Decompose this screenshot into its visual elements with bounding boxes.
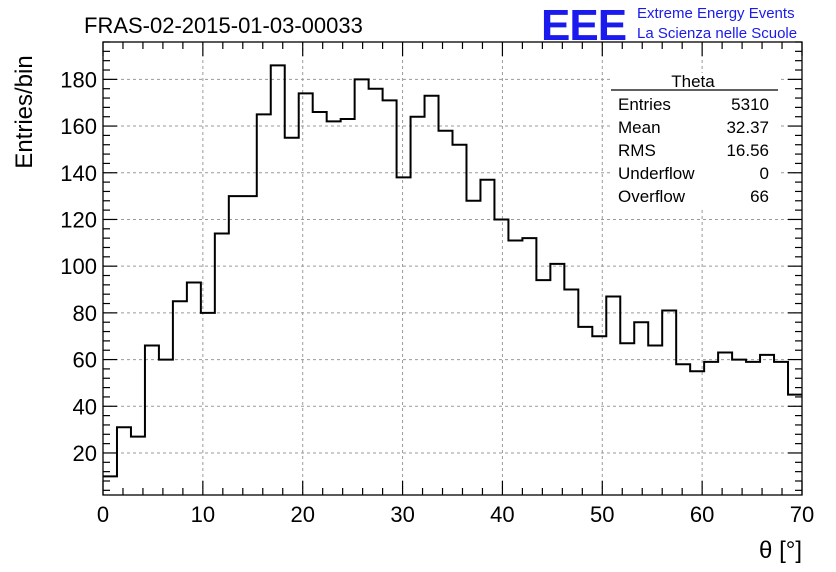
y-tick-label: 140 — [60, 161, 97, 186]
histogram-bin — [746, 362, 760, 495]
histogram-bin — [285, 138, 299, 495]
histogram-bin — [299, 93, 313, 495]
histogram-bin — [341, 119, 355, 495]
x-tick-label: 70 — [790, 502, 814, 527]
stats-label-overflow: Overflow — [618, 187, 686, 206]
x-tick-label: 60 — [690, 502, 714, 527]
histogram-bin — [159, 360, 173, 495]
histogram-bin — [229, 196, 243, 495]
histogram-bin — [522, 238, 536, 495]
histogram-bin — [327, 121, 341, 495]
y-tick-label: 20 — [73, 441, 97, 466]
histogram-bin — [425, 96, 439, 495]
plot-frame — [102, 41, 803, 496]
histogram-bin — [760, 355, 774, 495]
stats-title: Theta — [671, 72, 715, 91]
histogram-bin — [243, 196, 257, 495]
eee-logo: EEE — [541, 1, 626, 50]
y-tick-label: 80 — [73, 301, 97, 326]
stats-box-background — [611, 73, 778, 209]
histogram-bin — [578, 327, 592, 495]
histogram-bin — [215, 233, 229, 495]
stats-label-mean: Mean — [618, 118, 661, 137]
histogram-bin — [103, 476, 117, 495]
logo-subtitle-line2: La Scienza nelle Scuole — [637, 25, 797, 42]
stats-value-rms: 16.56 — [726, 141, 769, 160]
histogram-bin — [480, 180, 494, 495]
histogram-bin — [397, 177, 411, 495]
x-tick-label: 20 — [290, 502, 314, 527]
y-tick-label: 120 — [60, 207, 97, 232]
histogram-bin — [131, 437, 145, 495]
histogram-bin — [145, 346, 159, 495]
stats-value-mean: 32.37 — [726, 118, 769, 137]
histogram-bin — [788, 395, 802, 495]
histogram-bin — [718, 353, 732, 495]
grid-lines — [103, 42, 802, 495]
histogram-bin — [606, 297, 620, 495]
histogram-bin — [704, 362, 718, 495]
histogram-bin — [662, 311, 676, 495]
histogram-bin — [187, 283, 201, 495]
y-tick-label: 180 — [60, 67, 97, 92]
axes: 0 10 20 30 40 50 60 70 20 40 60 80 100 120 140 160 180 — [60, 41, 814, 527]
stats-value-entries: 5310 — [731, 95, 769, 114]
histogram-bin — [732, 360, 746, 495]
x-tick-label: 40 — [490, 502, 514, 527]
y-tick-label: 100 — [60, 254, 97, 279]
histogram-bin — [313, 112, 327, 495]
histogram-bin — [620, 343, 634, 495]
x-tick-label: 50 — [590, 502, 614, 527]
x-tick-label: 10 — [191, 502, 215, 527]
x-tick-label: 0 — [97, 502, 109, 527]
histogram-bin — [494, 219, 508, 495]
histogram-bin — [355, 79, 369, 495]
histogram-bin — [550, 264, 564, 495]
histogram-bin — [676, 364, 690, 495]
stats-label-entries: Entries — [618, 95, 671, 114]
histogram-bin — [564, 290, 578, 495]
x-tick-label: 30 — [390, 502, 414, 527]
stats-value-overflow: 66 — [750, 187, 769, 206]
run-title: FRAS-02-2015-01-03-00033 — [84, 13, 363, 38]
histogram-bin — [411, 117, 425, 495]
histogram-bars — [103, 64, 802, 495]
stats-label-underflow: Underflow — [618, 164, 695, 183]
y-tick-label: 40 — [73, 394, 97, 419]
histogram-bin — [453, 145, 467, 495]
stats-value-underflow: 0 — [760, 164, 769, 183]
histogram-outline — [103, 64, 802, 478]
histogram-bin — [774, 362, 788, 495]
histogram-bin — [173, 301, 187, 495]
y-axis-label: Entries/bin — [11, 55, 38, 168]
y-tick-label: 60 — [73, 348, 97, 373]
histogram-bin — [369, 89, 383, 495]
logo-subtitle-line1: Extreme Energy Events — [637, 5, 795, 22]
histogram-bin — [383, 100, 397, 495]
histogram-bin — [117, 427, 131, 495]
histogram-bin — [257, 114, 271, 495]
x-axis-label: θ [°] — [759, 537, 802, 564]
histogram-bin — [508, 240, 522, 495]
histogram-bin — [634, 322, 648, 495]
histogram-bin — [271, 65, 285, 495]
histogram-bin — [466, 201, 480, 495]
y-tick-label: 160 — [60, 114, 97, 139]
histogram-bin — [648, 346, 662, 495]
stats-box: Theta Entries 5310 Mean 32.37 RMS 16.56 … — [611, 72, 778, 209]
histogram-bin — [592, 336, 606, 495]
stats-label-rms: RMS — [618, 141, 656, 160]
